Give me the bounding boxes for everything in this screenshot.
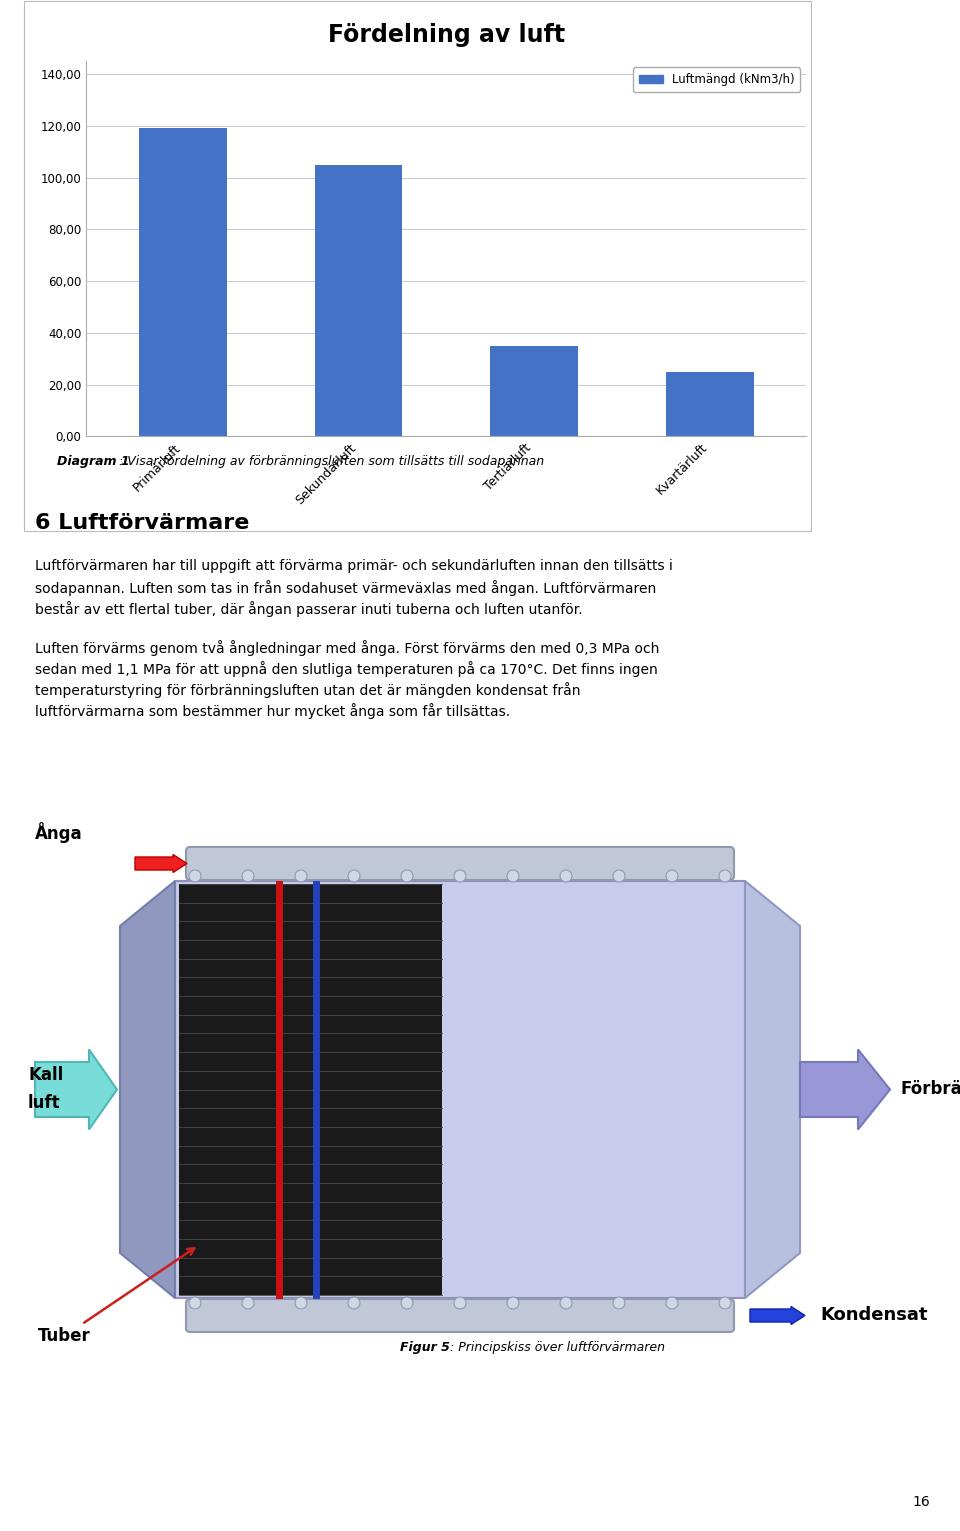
Circle shape — [666, 1297, 678, 1309]
Text: består av ett flertal tuber, där ångan passerar inuti tuberna och luften utanför: består av ett flertal tuber, där ångan p… — [35, 602, 583, 617]
Text: : Principskiss över luftförvärmaren: : Principskiss över luftförvärmaren — [450, 1341, 665, 1353]
Text: luft: luft — [28, 1095, 60, 1113]
Text: luftförvärmarna som bestämmer hur mycket ånga som får tillsättas.: luftförvärmarna som bestämmer hur mycket… — [35, 703, 510, 720]
FancyBboxPatch shape — [186, 1298, 734, 1332]
Circle shape — [507, 870, 519, 882]
FancyArrow shape — [800, 1049, 890, 1130]
FancyArrow shape — [135, 854, 187, 873]
Text: Kall: Kall — [28, 1067, 63, 1084]
Circle shape — [719, 870, 731, 882]
Text: Luften förvärms genom två ångledningar med ånga. Först förvärms den med 0,3 MPa : Luften förvärms genom två ångledningar m… — [35, 640, 660, 655]
Bar — [315, 165, 402, 436]
Circle shape — [348, 870, 360, 882]
Circle shape — [242, 870, 254, 882]
FancyArrow shape — [35, 1049, 117, 1130]
Text: Diagram 1: Diagram 1 — [57, 455, 130, 468]
Circle shape — [454, 870, 466, 882]
Circle shape — [189, 870, 201, 882]
Text: : Visar fördelning av förbränningsluften som tillsätts till sodapannan: : Visar fördelning av förbränningsluften… — [119, 455, 544, 468]
FancyArrow shape — [750, 1306, 805, 1324]
Bar — [175, 880, 745, 1298]
Circle shape — [507, 1297, 519, 1309]
Bar — [666, 372, 754, 436]
Circle shape — [560, 1297, 572, 1309]
Bar — [139, 129, 227, 436]
Circle shape — [613, 870, 625, 882]
Circle shape — [454, 1297, 466, 1309]
Text: Luftförvärmaren har till uppgift att förvärma primär- och sekundärluften innan d: Luftförvärmaren har till uppgift att för… — [35, 559, 673, 573]
Text: sedan med 1,1 MPa för att uppnå den slutliga temperaturen på ca 170°C. Det finns: sedan med 1,1 MPa för att uppnå den slut… — [35, 661, 658, 677]
Circle shape — [242, 1297, 254, 1309]
Circle shape — [295, 1297, 307, 1309]
Text: Tuber: Tuber — [38, 1248, 194, 1346]
Polygon shape — [120, 880, 175, 1298]
Text: 16: 16 — [912, 1494, 930, 1510]
Polygon shape — [745, 880, 800, 1298]
Circle shape — [719, 1297, 731, 1309]
FancyBboxPatch shape — [186, 847, 734, 880]
Text: Figur 5: Figur 5 — [400, 1341, 450, 1353]
Circle shape — [401, 870, 413, 882]
Text: 6 Luftförvärmare: 6 Luftförvärmare — [35, 513, 250, 533]
Circle shape — [401, 1297, 413, 1309]
Title: Fördelning av luft: Fördelning av luft — [327, 23, 565, 47]
Circle shape — [295, 870, 307, 882]
Circle shape — [189, 1297, 201, 1309]
Bar — [491, 346, 578, 436]
Text: sodapannan. Luften som tas in från sodahuset värmeväxlas med ångan. Luftförvärma: sodapannan. Luften som tas in från sodah… — [35, 580, 657, 596]
Text: Ånga: Ånga — [35, 822, 83, 844]
Circle shape — [666, 870, 678, 882]
Text: Förbränningsluft: Förbränningsluft — [900, 1081, 960, 1099]
Bar — [179, 883, 442, 1295]
Circle shape — [613, 1297, 625, 1309]
Legend: Luftmängd (kNm3/h): Luftmängd (kNm3/h) — [633, 67, 801, 92]
Text: Kondensat: Kondensat — [820, 1306, 927, 1324]
Circle shape — [560, 870, 572, 882]
Text: temperaturstyring för förbränningsluften utan det är mängden kondensat från: temperaturstyring för förbränningsluften… — [35, 681, 581, 698]
Circle shape — [348, 1297, 360, 1309]
